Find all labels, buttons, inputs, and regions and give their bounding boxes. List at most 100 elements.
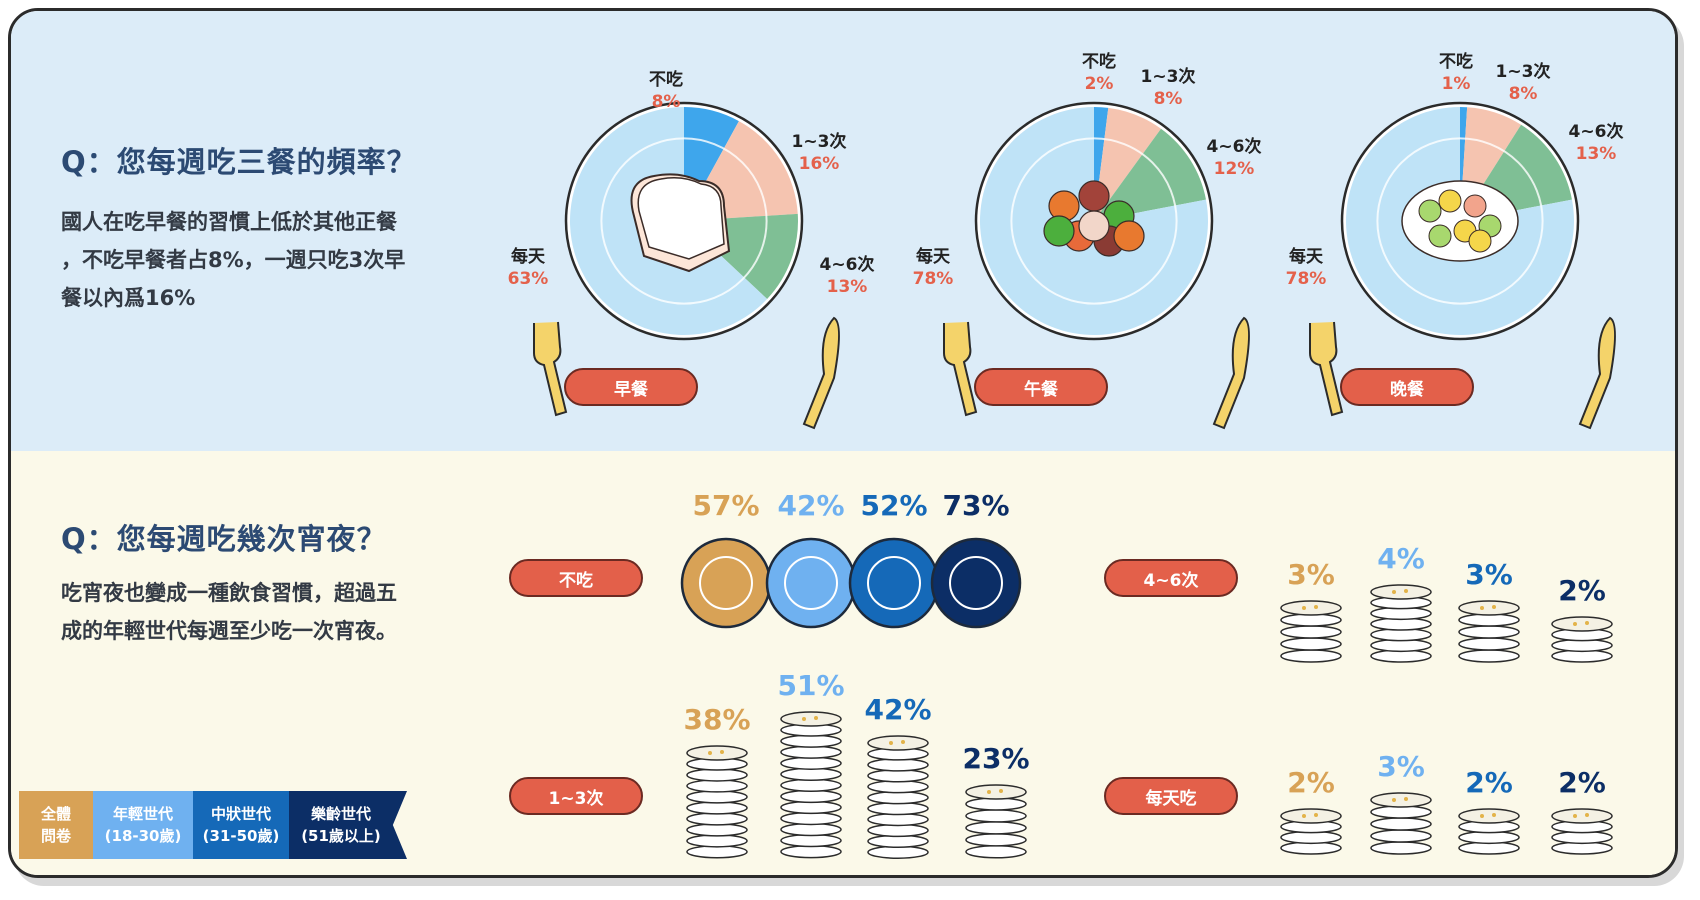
plate-inner-ring bbox=[1376, 137, 1544, 305]
stack-top-plate bbox=[1458, 600, 1520, 616]
crumb-dot bbox=[1492, 605, 1496, 609]
plate-stack bbox=[1280, 600, 1342, 663]
crumb-dot bbox=[987, 790, 991, 795]
stacked-plate bbox=[965, 809, 1027, 823]
legend-label: 年輕世代 bbox=[112, 805, 173, 823]
stacked-plate bbox=[1458, 625, 1520, 639]
plate-inner-ring bbox=[600, 137, 768, 305]
stir-fry-piece-icon bbox=[1078, 210, 1110, 242]
crumb-dot bbox=[1573, 622, 1577, 626]
fork-icon bbox=[1309, 321, 1344, 417]
cutlery-icon bbox=[1309, 316, 1616, 430]
stack-top-plate bbox=[965, 784, 1027, 800]
stack-pct-label: 3% bbox=[1377, 750, 1425, 783]
cutlery-icon bbox=[943, 316, 1250, 430]
meal-pill: 晚餐 bbox=[1340, 368, 1474, 406]
pie-label-category: 4~6次 bbox=[1206, 137, 1262, 157]
pie-label-value: 1% bbox=[1441, 74, 1471, 94]
legend-item-middle: 中狀世代 (31-50歲) bbox=[193, 791, 289, 859]
pie-label: 4~6次 13% bbox=[807, 254, 887, 298]
crumb-dot bbox=[1404, 589, 1408, 593]
toast-face-icon bbox=[637, 177, 725, 260]
plate-stack bbox=[686, 745, 748, 859]
pie-label-value: 8% bbox=[1508, 84, 1538, 104]
salad-piece-icon bbox=[1468, 229, 1492, 253]
stack-pct-label: 4% bbox=[1377, 542, 1425, 575]
stack-top-plate bbox=[1370, 584, 1432, 600]
crumb-dot bbox=[889, 740, 893, 745]
pie-label-value: 13% bbox=[1575, 144, 1617, 164]
stacked-plate bbox=[1370, 805, 1432, 819]
stacked-plate bbox=[780, 756, 842, 771]
pie-chart-0 bbox=[564, 101, 804, 341]
crumb-dot bbox=[1492, 813, 1496, 817]
plate-outer bbox=[680, 537, 772, 629]
legend-label: (18-30歲) bbox=[104, 827, 182, 845]
plate-inner bbox=[867, 556, 921, 610]
pie-label: 4~6次 13% bbox=[1556, 121, 1636, 165]
cutlery-icon bbox=[533, 316, 840, 430]
pie-label: 1~3次 8% bbox=[1483, 61, 1563, 105]
stacked-plate bbox=[1458, 637, 1520, 651]
stacked-plate bbox=[686, 845, 748, 859]
pie-label-value: 63% bbox=[507, 269, 549, 289]
pie-label: 4~6次 12% bbox=[1194, 136, 1274, 180]
stacked-plate bbox=[1280, 649, 1342, 663]
crumb-dot bbox=[901, 739, 905, 744]
plate-stack bbox=[1551, 616, 1613, 663]
pie-label: 每天 78% bbox=[1266, 246, 1346, 290]
crumb-dot bbox=[720, 750, 724, 755]
stack-top-plate bbox=[686, 745, 748, 761]
late-night-question: Q：您每週吃幾次宵夜？ bbox=[61, 522, 387, 556]
crumb-dot bbox=[1392, 590, 1396, 594]
plate-stack bbox=[1458, 600, 1520, 663]
crumb-dot bbox=[1480, 606, 1484, 610]
legend-item-all: 全體 問卷 bbox=[19, 791, 93, 859]
meals-description-line: 餐以內爲16% bbox=[61, 286, 196, 310]
meal-pill: 早餐 bbox=[564, 368, 698, 406]
fork-icon bbox=[533, 321, 568, 417]
stack-pct-label: 2% bbox=[1287, 766, 1335, 799]
salad-piece-icon bbox=[1438, 189, 1462, 213]
pie-label: 不吃 2% bbox=[1059, 51, 1139, 95]
stacked-plate bbox=[1458, 613, 1520, 627]
stack-pct-label: 2% bbox=[1465, 766, 1513, 799]
meal-pill: 午餐 bbox=[974, 368, 1108, 406]
legend-label: (51歲以上) bbox=[301, 827, 381, 845]
pie-label-value: 16% bbox=[798, 154, 840, 174]
crumb-dot bbox=[1392, 798, 1396, 802]
fork-icon bbox=[943, 321, 978, 417]
pie-label-category: 每天 bbox=[1289, 247, 1323, 267]
pie-label-category: 不吃 bbox=[649, 70, 683, 90]
stacked-plate bbox=[1280, 613, 1342, 627]
never-pct-label: 42% bbox=[777, 489, 845, 522]
late-night-description-line: 吃宵夜也變成一種飲食習慣，超過五 bbox=[61, 581, 397, 605]
stack-pct-label: 3% bbox=[1287, 558, 1335, 591]
never-pct-label: 73% bbox=[942, 489, 1010, 522]
pie-label-category: 4~6次 bbox=[1568, 122, 1624, 142]
stack-pct-label: 23% bbox=[962, 742, 1030, 776]
salad-piece-icon bbox=[1418, 199, 1442, 223]
salad-piece-icon bbox=[1463, 194, 1487, 218]
stacked-plate bbox=[1280, 625, 1342, 639]
stacked-plate bbox=[1458, 649, 1520, 663]
crumb-dot bbox=[999, 789, 1003, 794]
pie-label-value: 78% bbox=[1285, 269, 1327, 289]
pie-label-value: 13% bbox=[826, 277, 868, 297]
stacked-plate bbox=[965, 845, 1027, 859]
plate-stack bbox=[1370, 584, 1432, 663]
pie-label-category: 1~3次 bbox=[1495, 62, 1551, 82]
plate-stack bbox=[1280, 808, 1342, 855]
pie-chart-1 bbox=[974, 101, 1214, 341]
plate-stack bbox=[867, 735, 929, 859]
pie-label-value: 2% bbox=[1084, 74, 1114, 94]
pie-label-category: 每天 bbox=[511, 247, 545, 267]
pie-label-value: 12% bbox=[1213, 159, 1255, 179]
plate-stack bbox=[1458, 808, 1520, 855]
stacked-plate bbox=[1280, 637, 1342, 651]
stacked-plate bbox=[686, 834, 748, 848]
stacked-plate bbox=[780, 745, 842, 760]
stack-top-plate bbox=[780, 711, 842, 728]
plate-inner bbox=[784, 556, 838, 610]
pie-label-category: 1~3次 bbox=[791, 132, 847, 152]
